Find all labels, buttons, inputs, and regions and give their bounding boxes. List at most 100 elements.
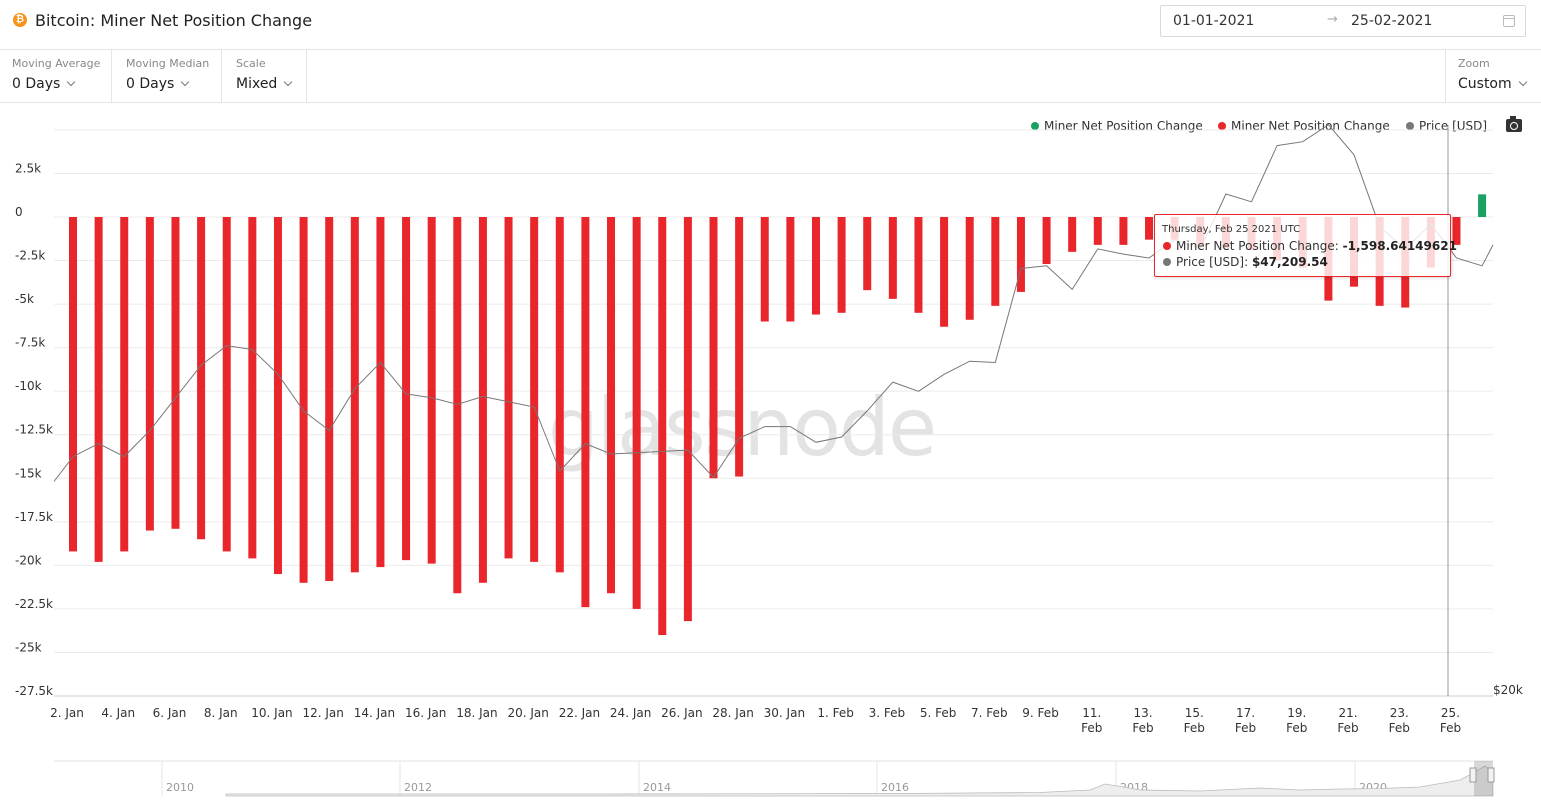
x-tick-label: 28. Jan [712, 706, 753, 720]
date-from-input[interactable]: 01-01-2021 [1173, 13, 1255, 29]
x-tick-label: 1. Feb [817, 706, 854, 720]
x-tick-label: 14. Jan [354, 706, 395, 720]
x-tick-label: 23. [1390, 706, 1409, 720]
scale-select[interactable]: Scale Mixed [224, 50, 307, 102]
x-tick-label: 7. Feb [971, 706, 1008, 720]
bar [402, 217, 411, 561]
bar [1042, 217, 1051, 265]
x-tick-label: 26. Jan [661, 706, 702, 720]
bar [914, 217, 923, 313]
chevron-down-icon [1518, 77, 1527, 87]
tooltip-date: Thursday, Feb 25 2021 UTC [1162, 224, 1301, 235]
x-tick-label: Feb [1286, 721, 1307, 735]
x-tick-label: 3. Feb [869, 706, 906, 720]
tooltip-dot [1163, 242, 1171, 250]
moving-median-select[interactable]: Moving Median 0 Days [114, 50, 222, 102]
tooltip-label: Miner Net Position Change: [1176, 239, 1343, 253]
chevron-down-icon [67, 77, 76, 87]
camera-icon[interactable] [1506, 116, 1522, 132]
x-tick-label: 11. [1082, 706, 1101, 720]
x-tick-label: 2. Jan [50, 706, 84, 720]
bar [299, 217, 308, 583]
x-tick-label: 20. Jan [507, 706, 548, 720]
zoom-label: Zoom [1458, 57, 1490, 70]
tooltip-value: -1,598.64149621 [1342, 239, 1457, 253]
chart-controls: Moving Average 0 Days Moving Median 0 Da… [0, 50, 1541, 103]
bar [1478, 194, 1487, 217]
legend-dot [1218, 122, 1226, 130]
x-tick-label: 30. Jan [764, 706, 805, 720]
tooltip-label: Price [USD]: [1176, 255, 1252, 269]
x-tick-label: Feb [1440, 721, 1461, 735]
date-to-input[interactable]: 25-02-2021 [1351, 13, 1433, 29]
y2-axis-label: $20k [1493, 683, 1523, 697]
zoom-value-text: Custom [1458, 76, 1512, 92]
navigator-year-label: 2012 [404, 781, 432, 794]
x-tick-label: 19. [1287, 706, 1306, 720]
moving-median-label: Moving Median [126, 57, 210, 70]
bar [171, 217, 180, 529]
bar [1068, 217, 1077, 252]
chevron-down-icon [284, 77, 293, 87]
bar [376, 217, 385, 568]
bar [120, 217, 129, 552]
y-tick-label: -10k [15, 379, 42, 393]
x-tick-label: 5. Feb [920, 706, 957, 720]
calendar-icon[interactable] [1503, 15, 1515, 27]
bar [197, 217, 206, 540]
bar [658, 217, 667, 636]
scale-value[interactable]: Mixed [236, 76, 293, 92]
x-tick-label: Feb [1132, 721, 1153, 735]
navigator-year-label: 2014 [643, 781, 671, 794]
bar [1016, 217, 1025, 292]
bar [325, 217, 334, 582]
y-tick-label: -12.5k [15, 423, 53, 437]
navigator-year-label: 2010 [166, 781, 194, 794]
bar [145, 217, 154, 531]
zoom-value[interactable]: Custom [1458, 76, 1527, 92]
navigator-handle-right[interactable] [1487, 767, 1495, 783]
chart: glassnode2.5k0-2.5k-5k-7.5k-10k-12.5k-15… [15, 124, 1523, 735]
bar [940, 217, 949, 327]
y-tick-label: 0 [15, 205, 23, 219]
x-tick-label: 4. Jan [101, 706, 135, 720]
x-tick-label: Feb [1389, 721, 1410, 735]
scale-value-text: Mixed [236, 76, 278, 92]
y-tick-label: -15k [15, 466, 42, 480]
x-tick-label: Feb [1337, 721, 1358, 735]
y-tick-label: -7.5k [15, 336, 45, 350]
arrow-right-icon: → [1327, 12, 1338, 27]
y-tick-label: -25k [15, 640, 42, 654]
moving-average-select[interactable]: Moving Average 0 Days [0, 50, 112, 102]
legend-dot [1031, 122, 1039, 130]
x-tick-label: 15. [1185, 706, 1204, 720]
bar [94, 217, 103, 562]
chart-tooltip: Thursday, Feb 25 2021 UTC Miner Net Posi… [1154, 214, 1457, 277]
bar [991, 217, 1000, 306]
y-tick-label: 2.5k [15, 161, 41, 175]
bar [760, 217, 769, 322]
bar [427, 217, 436, 564]
chevron-down-icon [181, 77, 190, 87]
bar [273, 217, 282, 575]
y-tick-label: -22.5k [15, 597, 53, 611]
tooltip-value: $47,209.54 [1251, 255, 1328, 269]
x-tick-label: 21. [1338, 706, 1357, 720]
page-title: Bitcoin: Miner Net Position Change [35, 11, 313, 30]
bar [69, 217, 77, 552]
zoom-select[interactable]: Zoom Custom [1445, 50, 1541, 102]
bar [350, 217, 359, 573]
x-tick-label: 10. Jan [251, 706, 292, 720]
y-tick-label: -5k [15, 292, 34, 306]
date-range-picker[interactable]: 01-01-2021 → 25-02-2021 [1160, 5, 1526, 37]
moving-average-label: Moving Average [12, 57, 101, 70]
bar [1119, 217, 1128, 245]
navigator-handle-left[interactable] [1469, 767, 1477, 783]
time-navigator[interactable]: 2010 2012 2014 2016 2018 2020 [0, 758, 1541, 802]
moving-average-value[interactable]: 0 Days [12, 76, 76, 92]
moving-median-value[interactable]: 0 Days [126, 76, 190, 92]
x-tick-label: Feb [1081, 721, 1102, 735]
bar [453, 217, 462, 594]
bar [709, 217, 718, 479]
bar [607, 217, 616, 594]
